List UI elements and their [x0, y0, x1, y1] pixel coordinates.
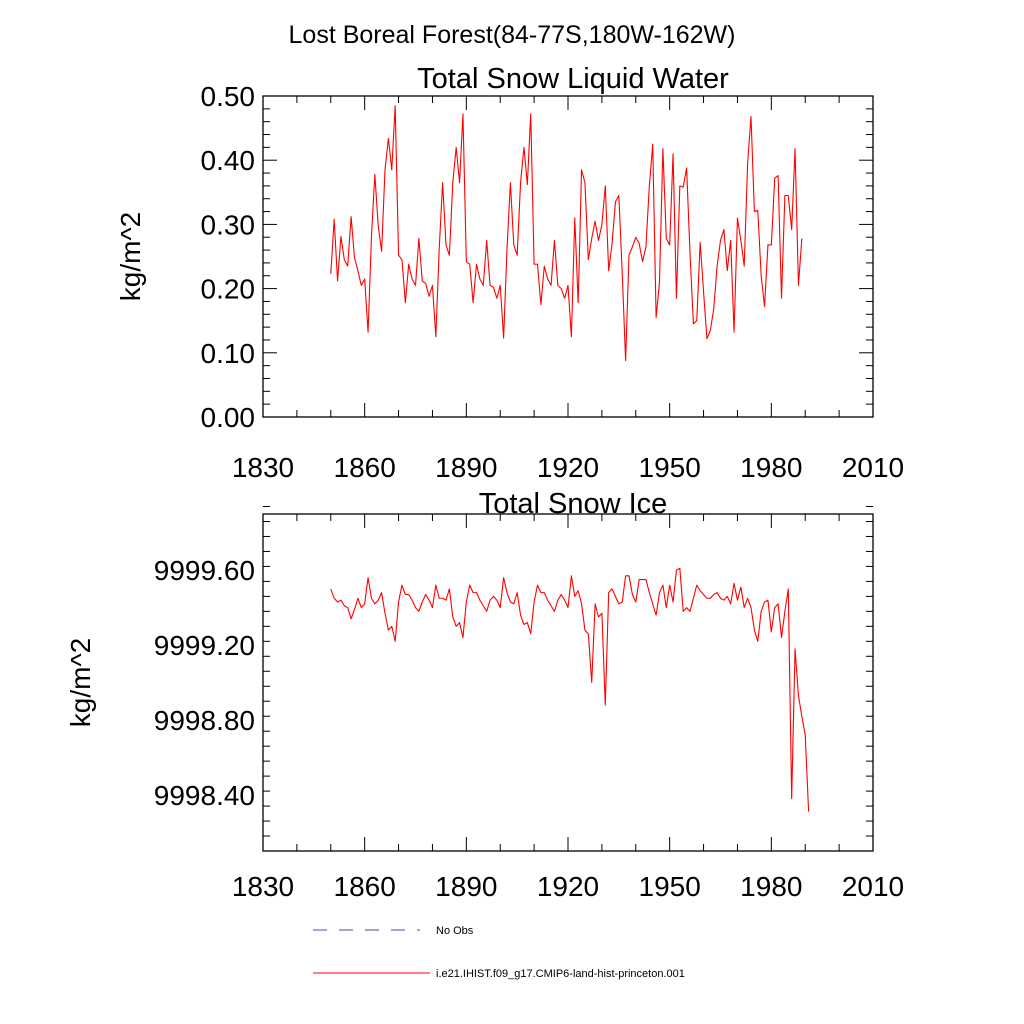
x-tick-label: 1860: [334, 871, 396, 902]
legend-item-1: No Obs: [313, 925, 474, 937]
y-axis-label: kg/m^2: [65, 638, 96, 727]
x-tick-label: 2010: [842, 452, 904, 483]
chart-title: Total Snow Liquid Water: [417, 63, 729, 95]
chart-panels: Total Snow Liquid Water 1830 1860 1890 1920 1…: [65, 63, 904, 902]
y-tick-label: 0.40: [201, 145, 256, 176]
legend: No Obs i.e21.IHIST.f09_g17.CMIP6-land-his…: [313, 925, 685, 980]
x-tick-label: 1950: [639, 871, 701, 902]
x-tick-label: 1830: [232, 871, 294, 902]
x-tick-label: 1860: [334, 452, 396, 483]
y-tick-label: 0.20: [201, 274, 256, 305]
series-line-1: [330, 567, 810, 812]
series-line-1: [330, 105, 803, 362]
chart-panel-2: Total Snow Ice 1830 1860 1890 1920 1950 1980 20…: [65, 488, 904, 902]
x-tick-label: 1890: [435, 871, 497, 902]
y-tick-label: 9999.60: [154, 555, 255, 586]
y-tick-label: 0.30: [201, 209, 256, 240]
y-axis-label: kg/m^2: [115, 212, 146, 301]
x-tick-label: 1980: [740, 452, 802, 483]
x-tick-label: 1920: [537, 452, 599, 483]
y-tick-label: 9999.20: [154, 630, 255, 661]
x-tick-label: 1890: [435, 452, 497, 483]
x-tick-label: 1920: [537, 871, 599, 902]
figure-title: Lost Boreal Forest(84-77S,180W-162W): [289, 21, 736, 49]
y-tick-label: 0.10: [201, 338, 256, 369]
x-tick-label: 1830: [232, 452, 294, 483]
chart-title: Total Snow Ice: [479, 488, 668, 520]
legend-item-2: i.e21.IHIST.f09_g17.CMIP6-land-hist-prin…: [313, 968, 685, 980]
y-tick-label: 9998.80: [154, 705, 255, 736]
x-tick-label: 1950: [639, 452, 701, 483]
y-tick-label: 0.50: [201, 81, 256, 112]
y-tick-label: 9998.40: [154, 780, 255, 811]
legend-label: i.e21.IHIST.f09_g17.CMIP6-land-hist-prin…: [436, 968, 685, 980]
chart-panel-1: Total Snow Liquid Water 1830 1860 1890 1920 1…: [115, 63, 904, 483]
legend-label: No Obs: [436, 925, 474, 937]
x-tick-label: 2010: [842, 871, 904, 902]
x-tick-label: 1980: [740, 871, 802, 902]
plot-frame: [262, 513, 874, 852]
y-tick-label: 0.00: [201, 402, 256, 433]
